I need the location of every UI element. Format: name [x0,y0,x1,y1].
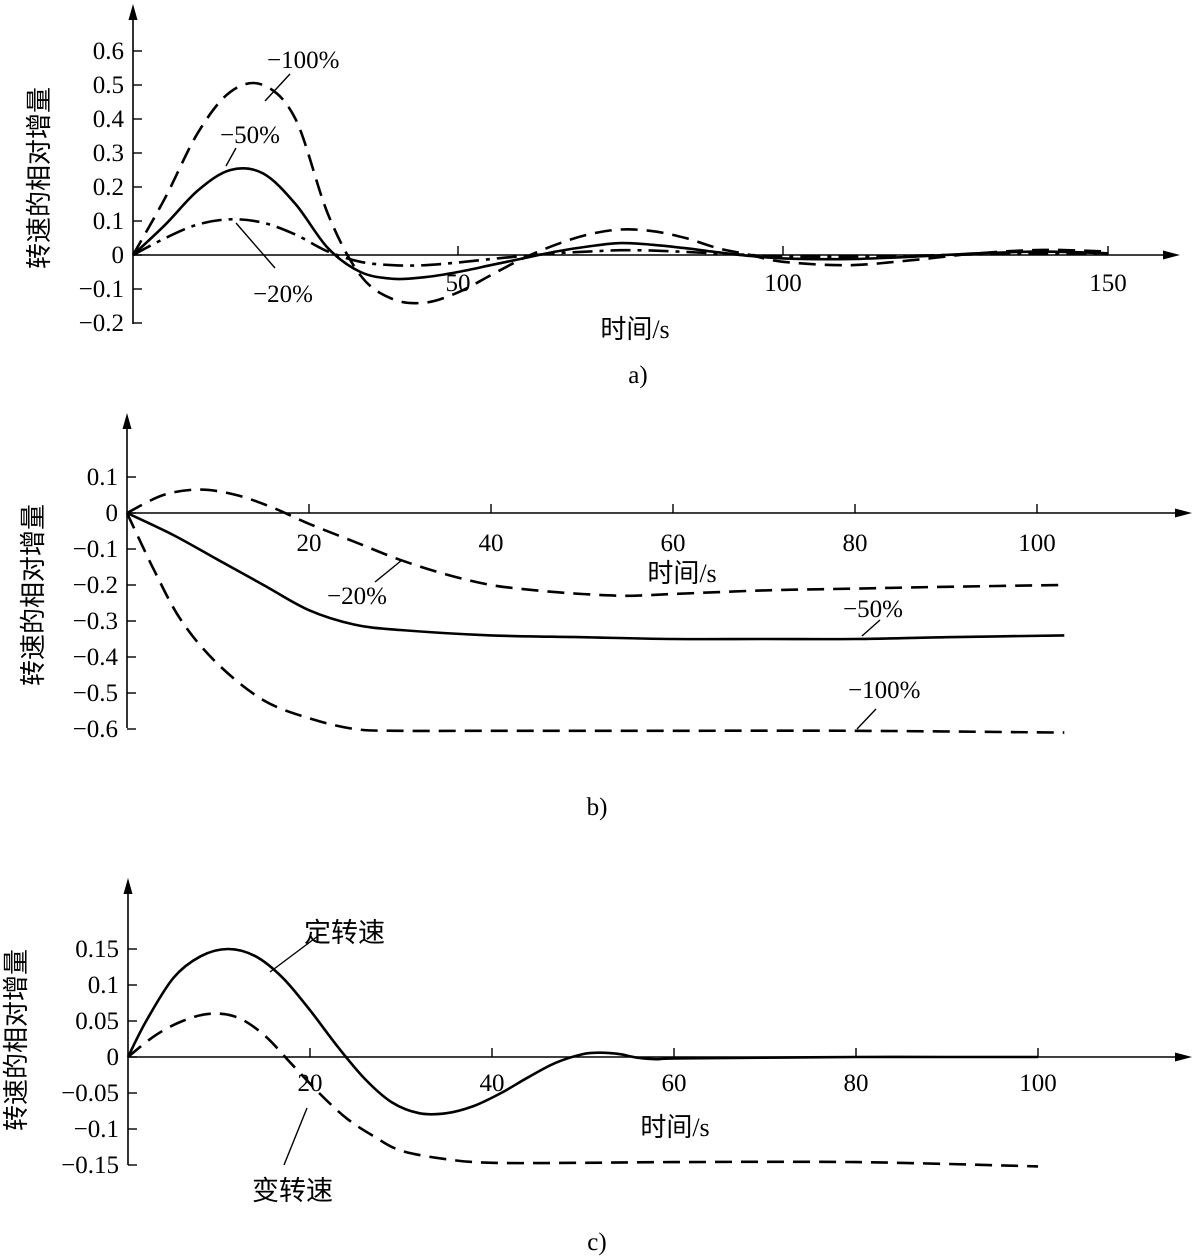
panel-c-label-variable: 变转速 [252,1176,333,1206]
panel-a-y-tick-label: 0.4 [93,106,125,133]
panel-b-label-100: −100% [848,677,920,704]
panel-c-curves [126,947,1039,1168]
panel-a-label-20: −20% [253,281,313,308]
panel-b-y-ticks: −0.6 −0.5 −0.4 −0.3 −0.2 −0.1 0 0.1 [73,464,136,743]
panel-a-y-tick-label: 0 [112,242,125,269]
panel-a-y-tick-label: −0.1 [79,276,124,303]
panel-b-y-label: 转速的相对增量 [19,504,48,686]
panel-a: −0.2−0.100.10.20.30.40.50.6 50 100 150 −10… [25,4,1180,389]
panel-c-x-axis-arrow [1175,1052,1192,1062]
panel-c-panel-label: c) [587,1229,606,1256]
panel-a-series-line-0 [131,81,1109,305]
panel-c-label-fixed: 定转速 [304,918,385,948]
panel-c-y-axis-arrow [123,878,133,894]
panel-a-x-label: 时间/s [600,315,669,344]
panel-c-y-tick-label: 0.15 [75,936,119,963]
panel-b-x-axis-arrow [1175,508,1192,518]
panel-b-y-tick-label: −0.6 [73,716,118,743]
panel-b-label-20: −20% [327,583,387,610]
panel-b-leader-20 [374,559,403,583]
panel-b-y-tick-label: −0.5 [73,680,118,707]
panel-a-y-label: 转速的相对增量 [25,87,54,269]
panel-b-y-axis-arrow [122,413,132,429]
panel-b-x-label: 时间/s [647,559,716,588]
panel-a-panel-label: a) [628,362,647,389]
panel-a-label-100: −100% [267,47,339,74]
panel-c-y-ticks: −0.15 −0.1 −0.05 0 0.05 0.1 0.15 [61,936,137,1179]
panel-a-y-tick-label: 0.3 [93,140,124,167]
panel-b-y-tick-label: 0.1 [87,464,118,491]
panel-c-x-label: 时间/s [640,1113,709,1142]
panel-b-x-tick-label: 80 [843,530,868,557]
panel-b-axes [122,413,1192,728]
panel-a-curves [131,81,1109,305]
panel-a-y-tick-label: 0.5 [93,72,124,99]
panel-c-y-tick-label: −0.15 [61,1152,119,1179]
panel-b-x-tick-label: 20 [297,530,322,557]
panel-b-label-50: −50% [843,596,903,623]
panel-a-x-tick-label: 150 [1089,270,1127,297]
panel-a-x-tick-label: 100 [764,270,802,297]
panel-b-leader-100 [856,708,877,730]
panel-a-y-tick-label: −0.2 [79,310,124,337]
panel-b-series-line-2 [125,512,1065,734]
panel-c-y-tick-label: 0.1 [88,972,119,999]
panel-c-series-line-0 [126,947,1038,1116]
panel-a-x-axis-arrow [1163,250,1180,260]
panel-b: −0.6 −0.5 −0.4 −0.3 −0.2 −0.1 0 0.1 20 40 60 80 100… [19,413,1192,821]
panel-c-leader-variable [283,1107,308,1166]
panel-a-x-ticks: 50 100 150 [446,246,1127,297]
panel-a-y-tick-label: 0.1 [93,208,124,235]
panel-b-series-line-1 [126,511,1065,641]
panel-b-y-tick-label: −0.1 [73,536,118,563]
panel-c-leader-fixed [269,935,319,973]
panel-b-y-tick-label: −0.4 [73,644,119,671]
panel-a-leader-50 [225,147,237,167]
panel-b-curves [125,488,1065,734]
panel-b-panel-label: b) [587,794,608,821]
panel-a-leader-100 [264,73,291,102]
panel-c-y-tick-label: 0 [107,1044,120,1071]
panel-b-x-ticks: 20 40 60 80 100 [297,504,1056,557]
panel-b-series-line-0 [126,488,1065,598]
panel-a-y-tick-label: 0.2 [93,174,124,201]
panel-a-series-line-1 [132,167,1109,281]
panel-c-x-ticks: 20 40 60 80 100 [298,1048,1057,1097]
panel-a-series-line-2 [132,217,1109,267]
panel-a-y-ticks: −0.2 −0.1 0 0.1 0.2 0.3 0.4 0.5 0.6 [79,38,142,337]
panel-b-y-tick-label: 0 [106,500,119,527]
panel-b-x-tick-label: 60 [661,530,686,557]
panel-c-y-tick-label: −0.05 [61,1080,119,1107]
panel-a-label-50: −50% [220,122,280,149]
panel-b-leader-50 [861,619,881,637]
panel-b-y-tick-label: −0.3 [73,608,118,635]
panel-a-leader-20 [235,222,276,269]
panel-b-x-tick-label: 40 [479,530,504,557]
panel-c-x-tick-label: 80 [844,1070,869,1097]
panel-c-y-tick-label: 0.05 [75,1008,119,1035]
panel-a-y-axis-arrow [128,4,138,20]
panel-b-x-tick-label: 100 [1018,530,1056,557]
panel-c-series-line-1 [127,1012,1039,1168]
panel-b-y-tick-label: −0.2 [73,572,118,599]
panel-c-x-tick-label: 60 [662,1070,687,1097]
panel-c-y-label: 转速的相对增量 [2,949,31,1131]
panel-a-y-tick-label: 0.6 [93,38,124,65]
panel-c-x-tick-label: 100 [1019,1070,1057,1097]
panel-c-y-tick-label: −0.1 [74,1116,119,1143]
